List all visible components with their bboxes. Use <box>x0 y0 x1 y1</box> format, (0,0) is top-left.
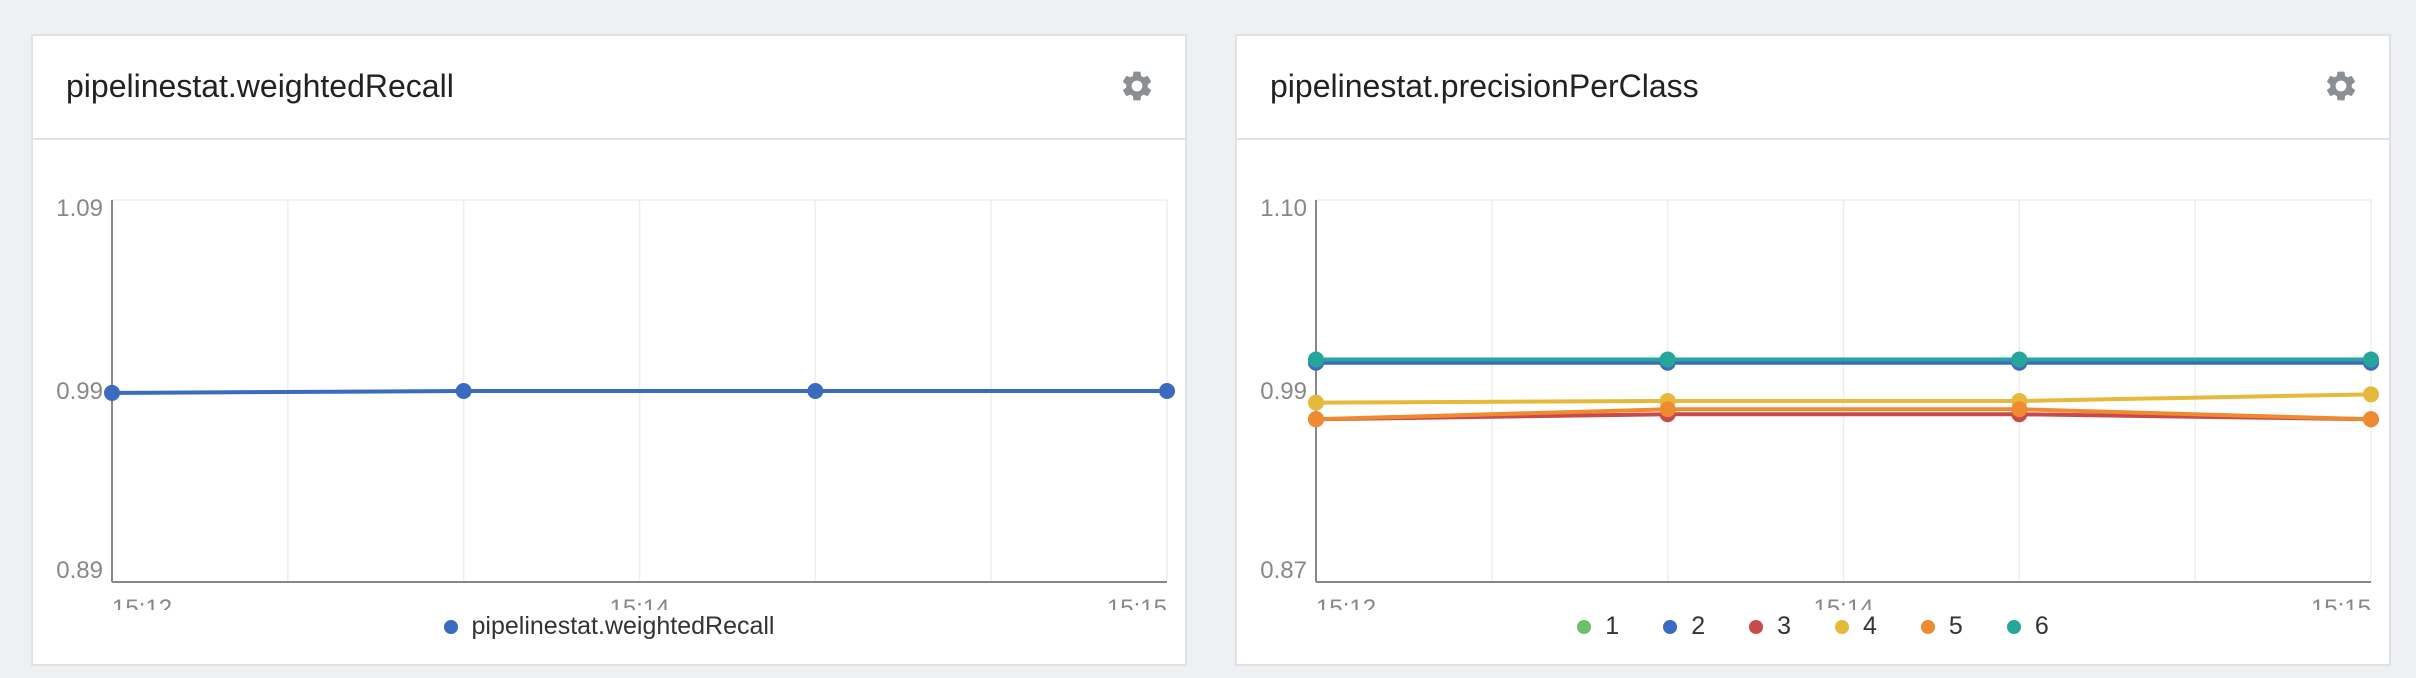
legend-dot-icon <box>1577 619 1592 634</box>
x-tick-label: 15:14 <box>1813 595 1873 610</box>
legend-dot-icon <box>1835 619 1849 634</box>
data-point[interactable] <box>1308 351 1324 368</box>
legend-label: 4 <box>1863 612 1877 640</box>
data-point[interactable] <box>2011 351 2028 368</box>
y-tick-label: 1.09 <box>56 195 103 222</box>
precision-per-class-panel: pipelinestat.precisionPerClass 1.10 0.99 0… <box>1235 34 2391 666</box>
data-point[interactable] <box>2363 351 2379 368</box>
data-point[interactable] <box>1308 394 1324 411</box>
data-point[interactable] <box>807 383 824 399</box>
panel-title: pipelinestat.weightedRecall <box>66 68 454 104</box>
legend-item[interactable]: 5 <box>1920 612 1963 641</box>
series-pipelinestat.weightedRecall <box>104 383 1175 401</box>
y-tick-label: 0.99 <box>56 378 103 405</box>
data-point[interactable] <box>2363 411 2379 428</box>
panel-header: pipelinestat.precisionPerClass <box>1237 36 2389 140</box>
chart-legend: 1 2 3 4 5 6 <box>1237 612 2389 641</box>
weighted-recall-panel: pipelinestat.weightedRecall 1.09 0.99 0.89… <box>31 34 1187 666</box>
legend-item[interactable]: 3 <box>1749 612 1791 641</box>
y-tick-label: 0.99 <box>1260 378 1307 405</box>
data-point[interactable] <box>2011 401 2028 418</box>
grid <box>1315 199 2372 582</box>
y-tick-label: 0.87 <box>1260 557 1307 584</box>
legend-item[interactable]: 6 <box>2006 612 2049 641</box>
panel-header: pipelinestat.weightedRecall <box>33 36 1185 140</box>
legend-dot-icon <box>443 619 458 634</box>
series-line <box>1315 407 2372 422</box>
gear-icon[interactable] <box>2323 68 2359 104</box>
legend-label: 5 <box>1948 612 1963 640</box>
y-tick-label: 0.89 <box>56 557 103 584</box>
legend-dot-icon <box>2006 619 2021 634</box>
legend-dot-icon <box>1663 619 1678 634</box>
x-tick-label: 15:12 <box>1316 595 1376 610</box>
gear-icon[interactable] <box>1119 68 1155 104</box>
weighted-recall-chart: 1.09 0.99 0.89 15:12 15:14 15:15 <box>56 195 1175 610</box>
legend-label: 1 <box>1605 612 1620 640</box>
data-point[interactable] <box>104 384 120 401</box>
y-tick-label: 1.10 <box>1260 195 1307 222</box>
data-point[interactable] <box>2363 386 2379 403</box>
series-line <box>111 389 1167 395</box>
legend-label: 6 <box>2034 612 2049 640</box>
precision-per-class-chart: 1.10 0.99 0.87 15:12 15:14 15:15 <box>1260 195 2379 610</box>
legend-item[interactable]: 4 <box>1835 612 1877 641</box>
x-tick-label: 15:15 <box>2311 595 2371 610</box>
series-line <box>1315 412 2372 422</box>
legend-label: pipelinestat.weightedRecall <box>471 612 775 640</box>
series-5 <box>1308 401 2379 428</box>
data-point[interactable] <box>1659 401 1676 418</box>
chart-legend: pipelinestat.weightedRecall <box>33 612 1185 641</box>
panel-title: pipelinestat.precisionPerClass <box>1270 68 1699 104</box>
legend-label: 2 <box>1691 612 1706 640</box>
legend-item[interactable]: 2 <box>1663 612 1705 641</box>
series-6 <box>1308 351 2379 368</box>
data-point[interactable] <box>1308 411 1324 428</box>
legend-item[interactable]: pipelinestat.weightedRecall <box>443 612 775 641</box>
data-point[interactable] <box>1659 351 1676 368</box>
legend-item[interactable]: 1 <box>1577 612 1619 641</box>
legend-label: 3 <box>1777 612 1791 640</box>
data-point[interactable] <box>455 383 472 399</box>
legend-dot-icon <box>1749 619 1764 634</box>
legend-dot-icon <box>1920 619 1935 634</box>
data-point[interactable] <box>1159 383 1175 399</box>
x-tick-label: 15:14 <box>609 595 669 610</box>
x-tick-label: 15:12 <box>112 595 172 610</box>
x-tick-label: 15:15 <box>1107 595 1167 610</box>
series-line <box>1315 392 2372 405</box>
